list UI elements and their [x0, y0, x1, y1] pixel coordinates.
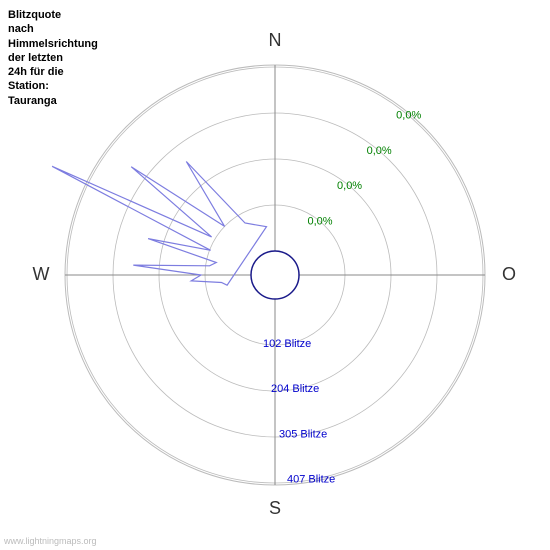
count-label: 102 Blitze — [263, 338, 311, 350]
polar-chart: 0,0% 0,0% 0,0% 0,0% 102 Blitze 204 Blitze 305 … — [0, 0, 550, 550]
cardinal-label: O — [502, 264, 516, 284]
cardinal-label: N — [269, 30, 282, 50]
cardinal-label: S — [269, 498, 281, 518]
pct-label: 0,0% — [307, 215, 332, 227]
hub-circle — [251, 251, 299, 299]
cardinal-label: W — [33, 264, 50, 284]
pct-label: 0,0% — [337, 180, 362, 192]
count-label: 407 Blitze — [287, 474, 335, 486]
count-label: 204 Blitze — [271, 383, 319, 395]
pct-label: 0,0% — [396, 110, 421, 122]
count-label: 305 Blitze — [279, 428, 327, 440]
pct-label: 0,0% — [367, 145, 392, 157]
